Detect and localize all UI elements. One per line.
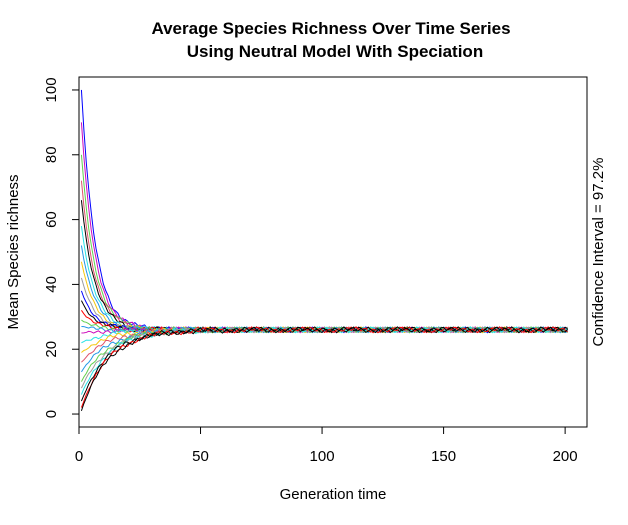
y-tick-label: 60 [43,211,60,228]
series-line [80,277,568,334]
y-tick-label: 80 [43,146,60,163]
series-line [80,89,568,334]
series-line [80,154,568,334]
x-tick-label: 50 [192,448,209,465]
y-axis: 0 20 40 60 80 100 [43,77,80,418]
x-tick-label: 150 [431,448,456,465]
y-tick-label: 0 [43,410,60,418]
plot-frame [78,76,588,428]
x-tick-label: 0 [75,448,83,465]
x-tick-label: 200 [553,448,578,465]
y-tick-label: 20 [43,341,60,358]
chart-title-line-1: Average Species Richness Over Time Serie… [151,19,510,38]
chart-title-line-2: Using Neutral Model With Speciation [187,42,483,61]
series-line [80,180,568,334]
y-tick-label: 40 [43,276,60,293]
series-line [80,261,568,334]
y-axis-title: Mean Species richness [5,174,22,329]
x-axis-title: Generation time [280,486,387,503]
confidence-interval-label: Confidence Interval = 97.2% [590,158,607,347]
series-line [80,122,568,334]
series-line [80,200,568,334]
x-axis: 0 50 100 150 200 [75,426,578,465]
series-line [80,245,568,334]
series-line [80,225,568,334]
series-line [80,326,568,402]
y-tick-label: 100 [43,77,60,102]
series-lines [80,89,568,411]
series-line [80,326,568,408]
x-tick-label: 100 [310,448,335,465]
series-line [80,326,568,411]
